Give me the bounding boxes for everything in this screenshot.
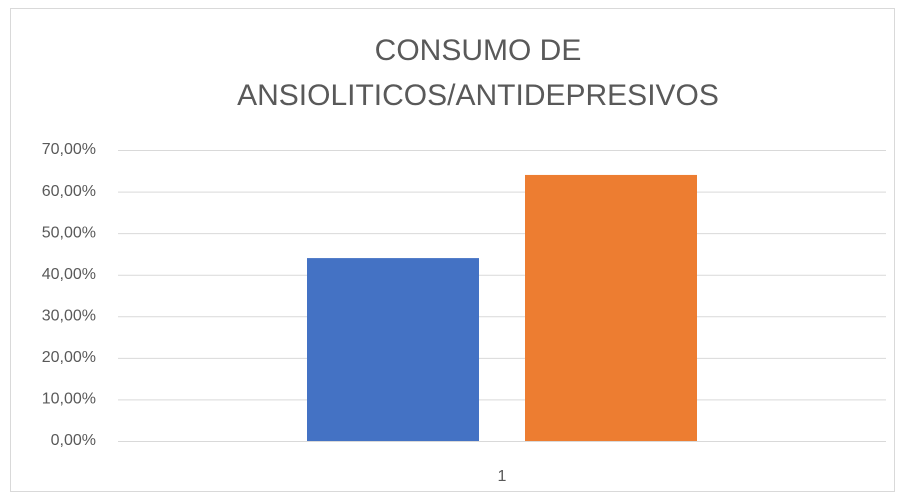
y-tick-label: 0,00% (51, 432, 96, 449)
y-tick-label: 50,00% (42, 224, 96, 241)
bar (307, 258, 479, 441)
y-tick-label: 60,00% (42, 183, 96, 200)
y-tick-label: 70,00% (42, 141, 96, 158)
y-tick-label: 10,00% (42, 391, 96, 408)
chart-title: CONSUMO DE (375, 34, 582, 67)
chart-title: ANSIOLITICOS/ANTIDEPRESIVOS (237, 79, 719, 112)
bar (525, 174, 697, 441)
y-tick-label: 40,00% (42, 266, 96, 283)
y-tick-label: 20,00% (42, 349, 96, 366)
x-tick-label: 1 (498, 468, 507, 485)
y-tick-label: 30,00% (42, 308, 96, 325)
